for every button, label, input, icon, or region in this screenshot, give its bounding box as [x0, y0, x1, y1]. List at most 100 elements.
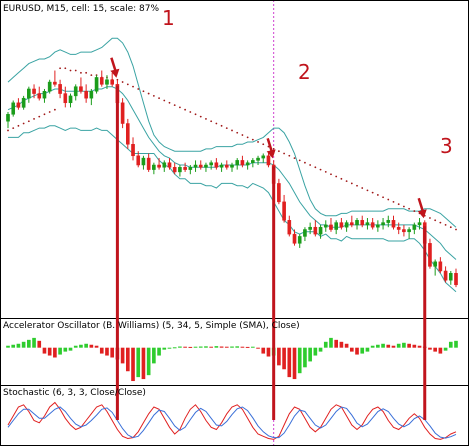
candle-body [6, 114, 10, 122]
candle-body [391, 220, 396, 228]
candle-body [167, 162, 172, 168]
ac-bar [32, 337, 36, 348]
psar-dot [147, 92, 150, 95]
psar-dot [27, 120, 30, 123]
psar-dot [376, 194, 379, 196]
psar-dot [121, 81, 124, 83]
ac-bar [89, 344, 94, 348]
psar-dot [251, 138, 254, 141]
psar-dot [324, 171, 327, 173]
bollinger-lower-line [8, 125, 457, 293]
ac-bar [417, 345, 422, 348]
candle-body [47, 81, 52, 92]
ac-bar [11, 344, 16, 348]
psar-dot [277, 150, 280, 153]
ac-bar [355, 347, 359, 355]
candle-body [251, 160, 255, 163]
ac-bar [251, 346, 255, 348]
candle-body [209, 162, 213, 166]
candle-body [308, 226, 312, 230]
candle-body [360, 220, 365, 226]
psar-dot [173, 104, 176, 106]
candle-body [230, 164, 234, 168]
psar-dot [350, 182, 353, 185]
psar-dot [439, 221, 442, 224]
ac-bar [261, 347, 266, 354]
psar-dot [392, 200, 395, 203]
ac-bar [99, 347, 104, 354]
ac-bar [323, 341, 328, 348]
ac-bar [73, 345, 78, 348]
candle-body [136, 155, 141, 166]
ac-bar [167, 347, 172, 349]
psar-dot [246, 136, 249, 139]
psar-dot [403, 205, 405, 208]
ac-bar [412, 344, 417, 348]
ac-bar [313, 347, 318, 356]
ac-bar [84, 343, 88, 348]
ac-bar [334, 339, 339, 348]
candle-body [126, 123, 130, 145]
candle-body [407, 229, 411, 233]
ac-bar [224, 346, 229, 348]
candle-body [428, 243, 432, 267]
psar-dot [17, 124, 20, 127]
psar-dot [283, 152, 285, 155]
ac-bar [438, 347, 443, 354]
ac-bar [146, 347, 151, 376]
ac-bar [443, 347, 448, 351]
psar-dot [205, 118, 207, 120]
candle-body [63, 93, 68, 104]
psar-dot [257, 141, 259, 143]
ac-bar [141, 347, 146, 380]
psar-dot [356, 184, 358, 187]
candle-body [329, 224, 333, 230]
signal-overlay [110, 57, 427, 420]
candle-body [68, 95, 73, 104]
candle-body [141, 157, 146, 166]
ac-bar [209, 346, 213, 348]
psar-dot [272, 147, 275, 150]
ac-bar [162, 347, 167, 350]
candle-body [240, 160, 245, 166]
psar-dot [455, 228, 457, 231]
bollinger-upper-line [7, 37, 457, 228]
psar-dot [199, 115, 202, 118]
annotation-label-1: 1 [162, 6, 175, 30]
candle-body [105, 79, 109, 85]
ac-bar [277, 347, 281, 366]
psar-dot [397, 203, 400, 206]
stochastic-panel [7, 401, 457, 440]
psar-dot [382, 196, 384, 199]
ac-bar [110, 347, 115, 358]
psar-dot [168, 101, 171, 104]
psar-dot [429, 217, 431, 219]
ac-bar [360, 347, 365, 354]
candle-body [110, 79, 114, 85]
ac-bar [47, 347, 52, 356]
ac-bar [53, 347, 57, 358]
candle-body [277, 183, 281, 203]
psar-dot [371, 191, 374, 194]
ac-bar [188, 346, 193, 348]
candle-body [16, 102, 21, 108]
candle-body [438, 261, 443, 272]
candle-body [235, 160, 240, 166]
candle-body [120, 102, 125, 124]
candle-body [53, 81, 57, 85]
candle-body [386, 220, 391, 223]
psar-dot [69, 69, 72, 72]
psar-dot [90, 74, 93, 77]
psar-dot [304, 161, 306, 164]
ac-bar [214, 346, 219, 348]
signal-arrow-head-2 [266, 149, 276, 159]
psar-dot [189, 111, 192, 113]
candle-body [344, 222, 349, 228]
ac-bar [21, 341, 26, 348]
ac-bar [198, 346, 203, 348]
psar-dot [48, 111, 51, 113]
psar-dot [361, 187, 364, 189]
psar-dot [142, 90, 145, 93]
ac-bar [183, 346, 187, 348]
signal-arrow-head-3 [417, 209, 427, 219]
